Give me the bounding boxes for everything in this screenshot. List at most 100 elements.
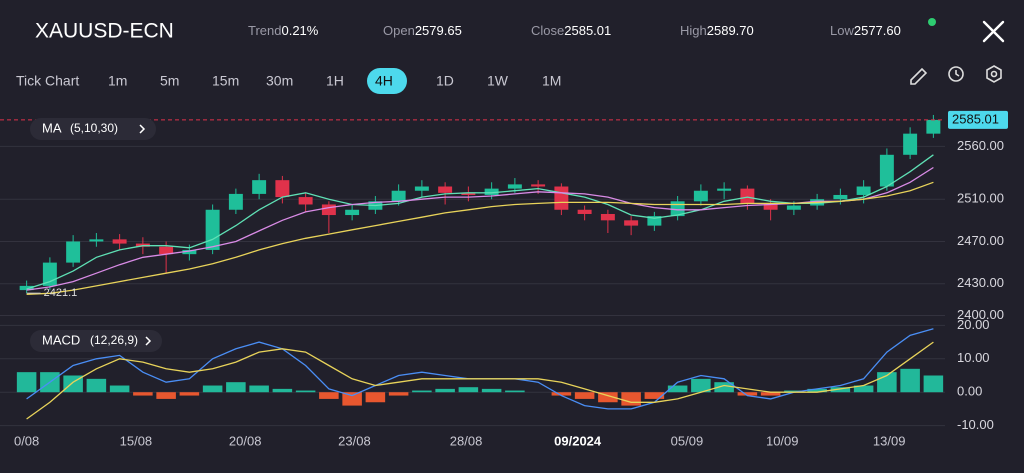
history-icon[interactable] — [948, 66, 964, 82]
candle-body — [252, 180, 267, 194]
histogram-bar — [458, 387, 479, 393]
histogram-bar — [272, 388, 293, 393]
candle-body — [600, 213, 615, 221]
value: 2579.65 — [415, 23, 462, 38]
histogram-bar — [365, 392, 386, 403]
trend: Trend0.21% — [248, 23, 319, 38]
label: Trend — [248, 23, 281, 38]
timeframe[interactable]: 1H — [326, 73, 344, 89]
y-tick-label: 10.00 — [957, 350, 990, 365]
histogram-bar — [667, 385, 688, 393]
draw-icon[interactable] — [910, 67, 928, 85]
x-tick-label: 0/08 — [14, 433, 39, 448]
timeframe-bar: Tick Chart 1m 5m 15m 30m 1H 4H 1D 1W 1M — [16, 68, 561, 94]
candle-body — [903, 133, 918, 155]
histogram-bar — [133, 392, 153, 396]
candle-body — [879, 154, 894, 187]
label: Low — [830, 23, 854, 38]
x-tick-label: 09/2024 — [554, 433, 602, 448]
histogram-bar — [923, 375, 944, 393]
candle-body — [321, 204, 336, 216]
candle-body — [647, 216, 662, 226]
chart-area: 2560.00 2510.00 2470.00 2430.00 2400.00 2585.… — [0, 110, 1008, 448]
candle-body — [228, 193, 243, 210]
candle-body — [484, 188, 499, 195]
chevron — [139, 124, 146, 134]
low: Low2577.60 — [830, 23, 901, 38]
x-tick-label: 23/08 — [338, 433, 371, 448]
timeframe[interactable]: 5m — [160, 73, 179, 89]
x-tick-label: 20/08 — [229, 433, 262, 448]
histogram-bar — [853, 385, 874, 393]
histogram-bar — [435, 388, 455, 393]
histogram-bar — [226, 382, 246, 393]
value: 2577.60 — [854, 23, 901, 38]
x-tick-label: 10/09 — [766, 433, 799, 448]
open: Open2579.65 — [383, 23, 462, 38]
settings-icon[interactable] — [986, 65, 1002, 83]
histogram-bar — [388, 392, 409, 396]
histogram-bar — [714, 382, 734, 393]
timeframe[interactable]: 4H — [375, 73, 393, 89]
low-annotation: 2421.1 — [44, 287, 78, 299]
candle-body — [66, 241, 81, 263]
y-tick-label: 2560.00 — [957, 138, 1004, 153]
x-tick-label: 05/09 — [671, 433, 704, 448]
histogram-bar — [784, 390, 804, 393]
timeframe[interactable]: 1m — [108, 73, 127, 89]
x-tick-label: 28/08 — [450, 433, 483, 448]
timeframe[interactable]: Tick Chart — [16, 73, 79, 89]
timeframe[interactable]: 1D — [436, 73, 454, 89]
label: Open — [383, 23, 415, 38]
candle-body — [19, 285, 34, 291]
histogram-bar — [760, 392, 781, 396]
candle-body — [833, 194, 848, 200]
timeframe[interactable]: 1W — [487, 73, 509, 89]
histogram-bar — [16, 372, 37, 393]
price-tag-label: 2585.01 — [952, 111, 999, 126]
histogram-bar — [807, 388, 827, 393]
y-tick-label: 0.00 — [957, 384, 982, 399]
histogram-bar — [109, 385, 130, 393]
value: 0.21% — [281, 23, 318, 38]
candle-body — [112, 239, 127, 244]
candle-body — [414, 186, 429, 191]
candle-body — [554, 186, 569, 210]
tool-icons — [910, 65, 1002, 85]
value: 2589.70 — [707, 23, 754, 38]
candle-body — [740, 188, 755, 204]
close: Close2585.01 — [531, 23, 611, 38]
high: High2589.70 — [680, 23, 754, 38]
candle-body — [205, 209, 220, 250]
histogram-bar — [644, 392, 665, 399]
indicator-pill[interactable] — [30, 118, 156, 140]
histogram-bar — [574, 392, 595, 399]
indicator-line — [26, 154, 934, 290]
candle-body — [926, 119, 941, 134]
candle-body — [763, 203, 778, 210]
candle-body — [42, 262, 57, 286]
histogram-bar — [319, 392, 339, 399]
histogram-bar — [551, 392, 572, 396]
histogram-bar — [295, 390, 316, 393]
timeframe[interactable]: 15m — [212, 73, 239, 89]
candle-body — [298, 197, 313, 205]
histogram-bar — [412, 390, 432, 393]
status-dot — [928, 18, 936, 26]
close-button[interactable] — [982, 20, 1005, 43]
histogram-bar — [86, 378, 107, 393]
histogram-bar — [505, 390, 525, 393]
timeframe[interactable]: 1M — [542, 73, 561, 89]
indicator-pill[interactable] — [30, 330, 162, 352]
indicator-name: MACD — [42, 332, 80, 347]
candle-body — [531, 184, 546, 187]
histogram-bar — [900, 368, 920, 393]
histogram-bar — [249, 385, 269, 393]
timeframe[interactable]: 30m — [266, 73, 293, 89]
indicator-params: (12,26,9) — [90, 333, 138, 347]
value: 2585.01 — [564, 23, 611, 38]
histogram-bar — [179, 392, 200, 396]
